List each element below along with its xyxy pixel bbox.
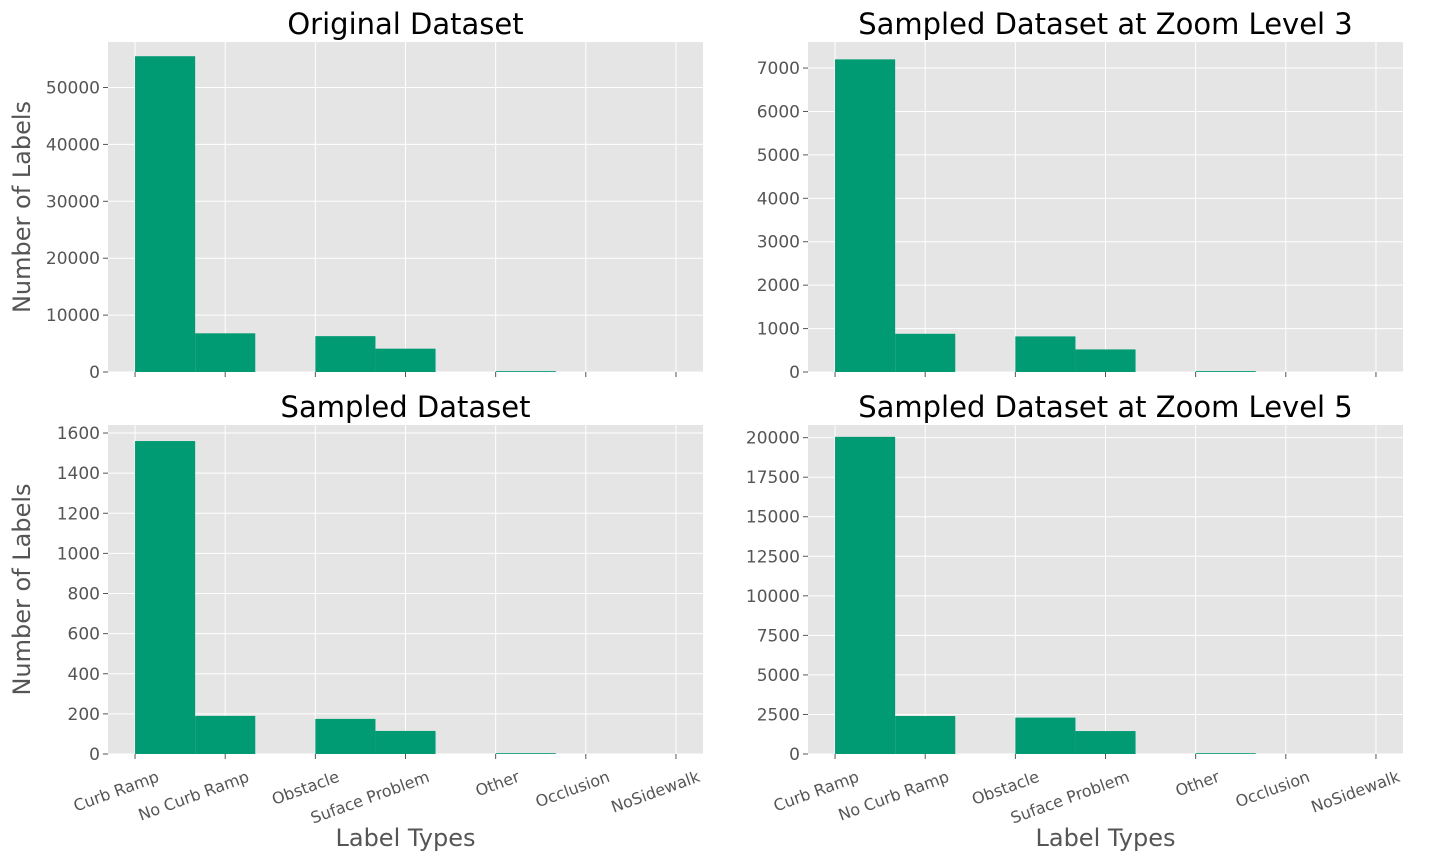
y-tick-label: 1000 — [757, 320, 800, 340]
y-tick-label: 20000 — [746, 429, 800, 449]
y-tick-label: 2500 — [757, 705, 800, 725]
y-tick-label: 400 — [68, 665, 100, 685]
y-tick-label: 4000 — [757, 189, 800, 209]
y-tick-label: 40000 — [46, 135, 100, 155]
y-tick-label: 12500 — [746, 547, 800, 567]
y-tick-label: 1000 — [57, 544, 100, 564]
bar-suface-problem — [1015, 717, 1076, 754]
chart-title: Sampled Dataset at Zoom Level 5 — [858, 390, 1353, 424]
chart-panel-4: 02500500075001000012500150001750020000Cu… — [746, 390, 1403, 852]
y-tick-label: 15000 — [746, 508, 800, 528]
y-tick-label: 0 — [89, 363, 100, 383]
x-tick-label: NoSidewalk — [608, 767, 703, 817]
bar-other — [375, 348, 436, 372]
bar-nosidewalk — [495, 753, 556, 754]
bar-curb-ramp — [135, 441, 196, 754]
y-tick-label: 0 — [89, 745, 100, 765]
bar-other — [375, 730, 436, 754]
bar-no-curb-ramp — [195, 715, 256, 754]
x-tick-label: Occlusion — [533, 767, 612, 811]
x-tick-label: Other — [1173, 767, 1223, 801]
bar-no-curb-ramp — [895, 716, 956, 754]
chart-title: Sampled Dataset at Zoom Level 3 — [858, 7, 1353, 41]
chart-title: Sampled Dataset — [281, 390, 531, 424]
y-tick-label: 5000 — [757, 146, 800, 166]
y-tick-label: 1600 — [57, 424, 100, 444]
y-axis-label: Number of Labels — [8, 483, 36, 695]
y-tick-label: 600 — [68, 625, 100, 645]
bar-no-curb-ramp — [195, 333, 256, 372]
chart-panel-2: 0 1000 2000 3000 4000 5000 6000 7000 Sampled Dat… — [757, 7, 1403, 383]
y-tick-label: 7000 — [757, 59, 800, 79]
y-tick-label: 0 — [789, 745, 800, 765]
y-tick-label: 7500 — [757, 626, 800, 646]
bar-nosidewalk — [1195, 753, 1256, 755]
x-tick-label: Other — [473, 767, 523, 801]
y-tick-label: 20000 — [46, 249, 100, 269]
y-tick-label: 0 — [789, 363, 800, 383]
y-tick-label: 200 — [68, 705, 100, 725]
bar-suface-problem — [1015, 336, 1076, 372]
y-tick-label: 10000 — [746, 587, 800, 607]
bar-other — [1075, 349, 1136, 372]
y-tick-label: 1200 — [57, 504, 100, 524]
bar-no-curb-ramp — [895, 333, 956, 372]
y-tick-label: 2000 — [757, 276, 800, 296]
y-tick-label: 10000 — [46, 306, 100, 326]
x-tick-label: NoSidewalk — [1308, 767, 1403, 817]
bar-curb-ramp — [835, 436, 896, 754]
x-axis-label: Label Types — [335, 824, 475, 852]
bar-suface-problem — [315, 718, 376, 754]
bar-curb-ramp — [835, 59, 896, 373]
x-axis-label: Label Types — [1035, 824, 1175, 852]
y-tick-label: 1400 — [57, 464, 100, 484]
y-tick-label: 30000 — [46, 192, 100, 212]
y-tick-label: 17500 — [746, 468, 800, 488]
bar-nosidewalk — [1195, 371, 1256, 372]
bar-other — [1075, 731, 1136, 754]
y-tick-label: 3000 — [757, 233, 800, 253]
y-tick-label: 800 — [68, 585, 100, 605]
y-tick-label: 50000 — [46, 79, 100, 99]
y-tick-label: 6000 — [757, 102, 800, 122]
bar-nosidewalk — [495, 371, 556, 372]
chart-panel-1: 0 10000 20000 30000 40000 50000 Original Datas… — [8, 7, 703, 383]
y-tick-label: 5000 — [757, 666, 800, 686]
bar-suface-problem — [315, 336, 376, 372]
x-tick-label: Occlusion — [1233, 767, 1312, 811]
y-axis-label: Number of Labels — [8, 101, 36, 313]
chart-title: Original Dataset — [287, 7, 523, 41]
bar-curb-ramp — [135, 56, 196, 373]
